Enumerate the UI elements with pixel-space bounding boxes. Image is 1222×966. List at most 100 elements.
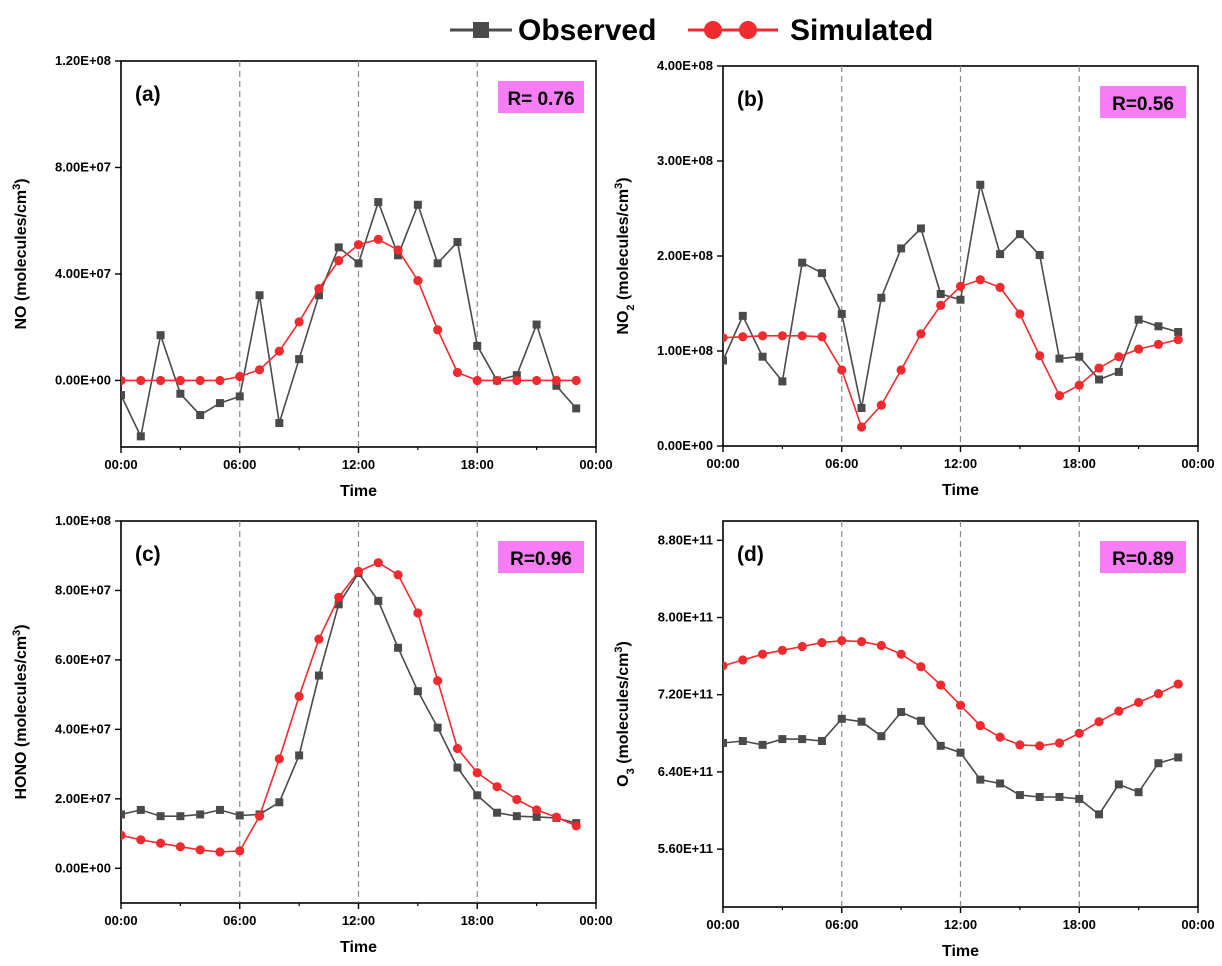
- simulated-point: [155, 375, 166, 386]
- observed-point: [837, 714, 846, 723]
- observed-point: [156, 812, 165, 821]
- observed-point: [1015, 230, 1024, 239]
- simulated-point: [975, 275, 985, 285]
- simulated-point: [551, 375, 562, 386]
- simulated-point: [121, 830, 126, 840]
- observed-point: [196, 411, 205, 420]
- observed-point: [572, 404, 581, 413]
- simulated-point: [936, 300, 946, 310]
- simulated-point: [738, 655, 748, 665]
- observed-point: [976, 775, 985, 784]
- simulated-point: [955, 700, 966, 710]
- panel-label: (b): [737, 88, 764, 111]
- observed-point: [817, 737, 826, 746]
- simulated-point: [955, 281, 966, 291]
- simulated-point: [777, 645, 787, 655]
- r-value-label: R=0.89: [1112, 549, 1174, 570]
- series-simulated-line: [121, 238, 577, 382]
- series-observed-line: [723, 711, 1179, 816]
- simulated-point: [393, 245, 403, 255]
- simulated-point: [1035, 351, 1045, 361]
- observed-point: [1075, 794, 1084, 803]
- simulated-point: [1114, 352, 1124, 362]
- observed-point: [1134, 315, 1143, 324]
- observed-point: [215, 399, 224, 408]
- simulated-point: [136, 375, 146, 386]
- observed-point: [1035, 792, 1044, 801]
- simulated-point: [433, 676, 443, 686]
- observed-point: [121, 391, 125, 400]
- simulated-point: [551, 812, 562, 822]
- observed-point: [976, 180, 985, 189]
- y-tick-label: 2.00E+08: [657, 248, 713, 263]
- simulated-point: [195, 845, 205, 855]
- simulated-point: [334, 592, 344, 603]
- simulated-point: [373, 234, 383, 244]
- x-tick-label: 06:00: [825, 456, 858, 471]
- simulated-point: [876, 640, 886, 651]
- observed-point: [1174, 753, 1183, 762]
- x-axis-label: Time: [340, 483, 377, 500]
- observed-point: [512, 371, 521, 380]
- y-tick-label: 7.20E+11: [658, 687, 713, 702]
- observed-point: [374, 198, 383, 207]
- observed-point: [1134, 788, 1143, 797]
- simulated-point: [492, 375, 502, 386]
- series-simulated: [121, 234, 581, 386]
- simulated-point: [472, 375, 482, 386]
- observed-point: [778, 735, 787, 744]
- simulated-point: [571, 375, 581, 386]
- observed-point: [817, 269, 826, 278]
- simulated-point: [155, 838, 166, 848]
- observed-point: [798, 258, 807, 267]
- observed-point: [354, 259, 363, 268]
- simulated-point: [215, 847, 225, 857]
- x-tick-label: 18:00: [1063, 456, 1096, 471]
- y-axis-label: NO (molecules/cm3): [11, 178, 30, 329]
- panel-2: 00:00 06:00 12:00 18:00 00:00 0.00E+00 1.00E+0…: [613, 58, 1215, 499]
- x-tick-label: 06:00: [223, 913, 256, 928]
- x-tick-label: 00:00: [104, 913, 137, 928]
- simulated-point: [916, 662, 926, 672]
- series-simulated: [723, 636, 1183, 751]
- observed-point: [877, 293, 886, 302]
- r-value-box: [1100, 541, 1186, 573]
- series-simulated: [723, 275, 1183, 432]
- simulated-point: [896, 365, 906, 375]
- simulated-point: [896, 649, 906, 659]
- simulated-point: [353, 240, 364, 250]
- x-axis-label: Time: [340, 939, 377, 956]
- legend-simulated-marker-1: [704, 21, 722, 39]
- observed-point: [314, 291, 323, 300]
- simulated-point: [1015, 309, 1025, 319]
- simulated-point: [512, 794, 522, 805]
- simulated-point: [215, 375, 225, 386]
- series-observed: [723, 708, 1183, 819]
- legend: Observed Simulated: [450, 14, 933, 47]
- panel-label: (d): [737, 543, 764, 566]
- observed-point: [1015, 791, 1024, 800]
- simulated-point: [817, 637, 827, 648]
- observed-point: [778, 377, 787, 386]
- legend-observed-marker: [473, 22, 489, 38]
- y-axis-label: HONO (molecules/cm3): [11, 624, 30, 799]
- observed-point: [857, 717, 866, 726]
- r-value-box: [1100, 86, 1186, 118]
- simulated-point: [1153, 689, 1164, 699]
- series-observed: [121, 198, 581, 441]
- x-tick-label: 00:00: [1181, 917, 1214, 932]
- panel-1: 00:00 06:00 12:00 18:00 00:00 0.00E+00 4.00E+0…: [11, 53, 613, 500]
- simulated-point: [1074, 380, 1084, 390]
- observed-point: [413, 200, 422, 209]
- observed-point: [196, 810, 205, 819]
- y-tick-label: 8.00E+07: [55, 582, 111, 597]
- simulated-point: [274, 754, 284, 764]
- simulated-point: [393, 570, 403, 580]
- observed-point: [275, 419, 284, 428]
- y-tick-label: 4.00E+07: [55, 721, 111, 736]
- observed-point: [897, 708, 906, 717]
- simulated-point: [532, 805, 542, 815]
- observed-point: [1174, 328, 1183, 336]
- simulated-point: [1094, 363, 1104, 373]
